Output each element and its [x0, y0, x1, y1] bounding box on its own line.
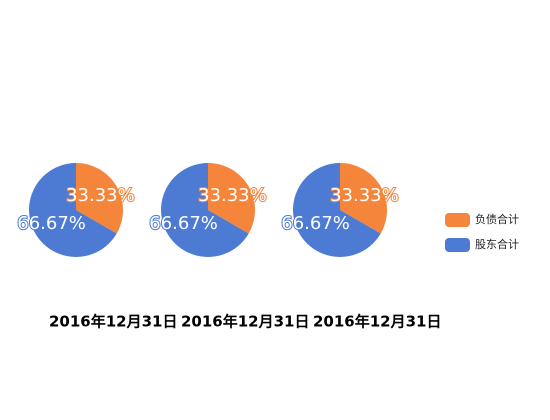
value-label: 66.67%: [149, 213, 218, 234]
legend-swatch: [445, 238, 470, 252]
value-label: 33.33%: [198, 185, 267, 206]
value-label: 33.33%: [66, 185, 135, 206]
value-label: 66.67%: [17, 213, 86, 234]
pie-slice: [160, 163, 249, 257]
chart-title: 2016年12月31日: [49, 313, 178, 331]
chart-title: 2016年12月31日: [181, 313, 310, 331]
legend-label: 股东合计: [475, 237, 519, 251]
pie-slice: [293, 163, 381, 257]
pie-slice: [76, 163, 123, 234]
value-label: 66.67%: [281, 213, 350, 234]
legend-label: 负债合计: [475, 212, 519, 226]
pie-slice: [28, 163, 117, 257]
value-label: 33.33%: [330, 185, 399, 206]
pie-slice: [208, 163, 255, 234]
pie-slice: [340, 163, 387, 234]
legend-swatch: [445, 213, 470, 227]
chart-title: 2016年12月31日: [313, 313, 442, 331]
